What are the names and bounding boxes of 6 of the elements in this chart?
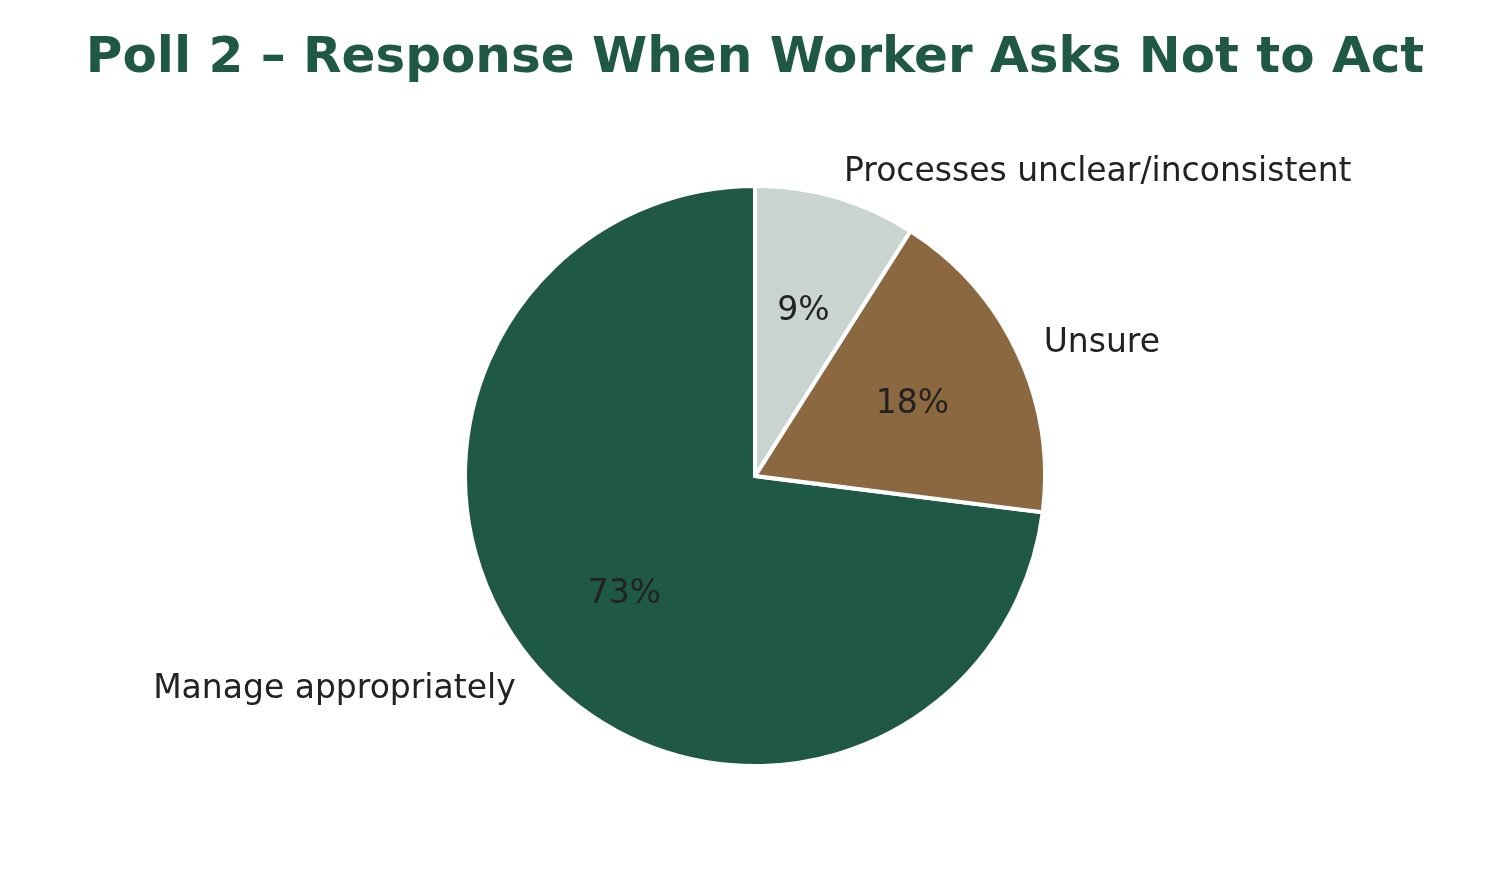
chart-title: Poll 2 – Response When Worker Asks Not to Act — [85, 26, 1425, 84]
data-label: 9% — [777, 289, 830, 329]
slice-label: Processes unclear/inconsistent — [844, 150, 1352, 190]
slice-label: Manage appropriately — [153, 667, 516, 707]
slice-label: Unsure — [1043, 320, 1160, 360]
data-label: 18% — [875, 382, 950, 422]
